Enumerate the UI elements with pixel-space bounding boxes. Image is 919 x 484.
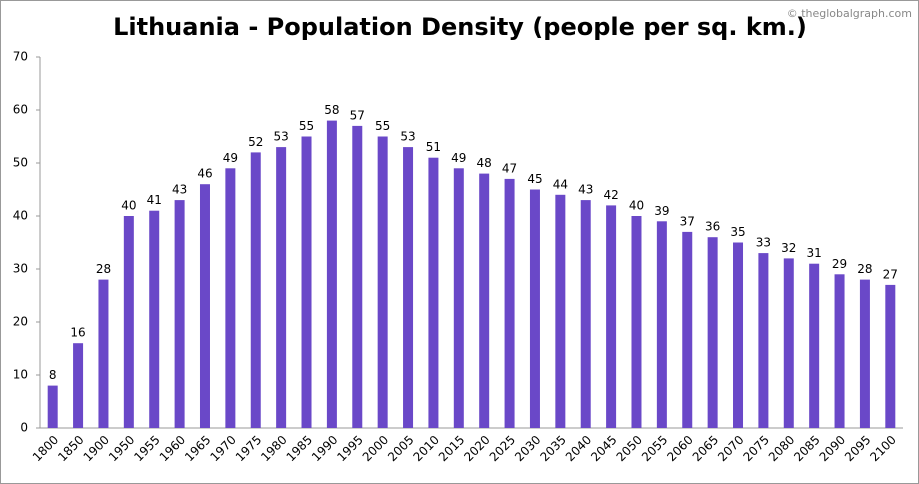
bar [377,136,388,428]
bar [453,168,464,429]
value-label: 27 [883,267,898,281]
bar [225,168,236,429]
value-label: 43 [578,183,593,197]
bar [631,216,642,428]
value-label: 28 [96,262,111,276]
bar [326,120,337,428]
value-label: 32 [781,241,796,255]
value-label: 29 [832,257,847,271]
bar [733,242,744,428]
value-label: 37 [680,214,695,228]
bar [885,284,896,428]
bar [250,152,261,428]
bar [174,200,185,428]
bar [149,210,160,428]
value-label: 49 [223,151,238,165]
value-label: 35 [730,225,745,239]
value-label: 49 [451,151,466,165]
value-label: 41 [147,193,162,207]
value-label: 52 [248,135,263,149]
value-label: 16 [70,326,85,340]
y-tick-label: 20 [13,315,28,329]
bar [199,184,210,428]
y-tick-label: 0 [20,421,28,435]
y-tick-label: 70 [13,50,28,64]
bar [428,157,439,428]
bar [98,279,109,428]
bar [123,216,134,428]
value-label: 55 [375,119,390,133]
bar [834,274,845,428]
y-tick-label: 30 [13,262,28,276]
value-label: 28 [857,262,872,276]
value-label: 36 [705,220,720,234]
bar [479,173,490,428]
bar [403,147,414,428]
bar [352,125,363,429]
bar [555,194,566,428]
watermark: © theglobalgraph.com [787,7,912,20]
bar [682,231,693,428]
bar [809,263,820,428]
value-label: 40 [629,199,644,213]
value-label: 43 [172,183,187,197]
value-label: 57 [350,108,365,122]
value-label: 53 [400,130,415,144]
value-label: 51 [426,140,441,154]
value-label: 45 [527,172,542,186]
bar [606,205,617,428]
value-label: 58 [324,103,339,117]
value-label: 40 [121,199,136,213]
bar [73,343,84,428]
chart-title: Lithuania - Population Density (people p… [113,13,807,41]
value-label: 48 [477,156,492,170]
value-label: 31 [807,246,822,260]
bar [783,258,794,428]
value-label: 46 [197,167,212,181]
value-label: 47 [502,161,517,175]
y-tick-label: 40 [13,209,28,223]
value-label: 39 [654,204,669,218]
value-label: 42 [603,188,618,202]
value-label: 8 [49,368,57,382]
y-tick-label: 60 [13,103,28,117]
y-tick-label: 10 [13,368,28,382]
bar [47,385,58,428]
bar [859,279,870,428]
value-label: 53 [273,130,288,144]
bar [504,178,515,428]
bar [707,237,718,428]
bar [758,253,769,428]
value-label: 55 [299,119,314,133]
bar [276,147,287,428]
bar [580,200,591,428]
y-tick-label: 50 [13,156,28,170]
value-label: 33 [756,236,771,250]
bar [529,189,540,428]
bar [656,221,667,428]
value-label: 44 [553,177,568,191]
bar [301,136,312,428]
